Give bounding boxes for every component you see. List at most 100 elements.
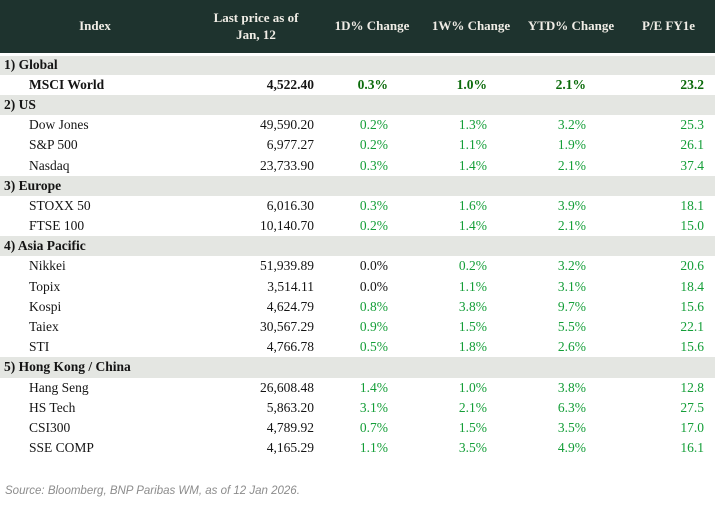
index-name: FTSE 100: [29, 218, 85, 234]
index-name: MSCI World: [29, 76, 105, 92]
pe-fy1e-value: 15.0: [680, 218, 704, 234]
pe-fy1e-value: 12.8: [680, 379, 704, 395]
w1-change-value: 2.1%: [458, 399, 487, 415]
d1-change-value: 3.1%: [359, 399, 388, 415]
d1-change-value: 0.0%: [359, 258, 388, 274]
ytd-change-value: 2.1%: [557, 157, 586, 173]
last-price-value: 4,789.92: [266, 419, 314, 435]
ytd-change-value: 2.1%: [557, 218, 586, 234]
table-row: Kospi 4,624.79 0.8% 3.8% 9.7% 15.6: [0, 297, 715, 317]
w1-change-value: 1.4%: [458, 218, 487, 234]
column-header-index: Index: [0, 0, 190, 56]
header-row: Index Last price as of Jan, 12 1D% Chang…: [0, 0, 715, 56]
section-row: 4) Asia Pacific: [0, 236, 715, 257]
d1-change-value: 0.5%: [359, 339, 388, 355]
section-row: 2) US: [0, 94, 715, 116]
d1-change-value: 0.3%: [357, 76, 388, 92]
d1-change-value: 1.4%: [359, 379, 388, 395]
pe-fy1e-value: 17.0: [680, 419, 704, 435]
last-price-value: 30,567.29: [260, 319, 314, 335]
w1-change-value: 1.4%: [458, 157, 487, 173]
last-price-value: 6,977.27: [266, 137, 314, 153]
ytd-change-value: 5.5%: [557, 319, 586, 335]
w1-change-value: 1.3%: [458, 117, 487, 133]
d1-change-value: 0.2%: [359, 117, 388, 133]
w1-change-value: 1.0%: [456, 76, 487, 92]
last-price-value: 23,733.90: [260, 157, 314, 173]
d1-change-value: 0.3%: [359, 157, 388, 173]
pe-fy1e-value: 37.4: [680, 157, 704, 173]
ytd-change-value: 1.9%: [557, 137, 586, 153]
w1-change-value: 1.5%: [458, 419, 487, 435]
ytd-change-value: 3.8%: [557, 379, 586, 395]
pe-fy1e-value: 18.1: [680, 197, 704, 213]
table-row: CSI300 4,789.92 0.7% 1.5% 3.5% 17.0: [0, 418, 715, 438]
d1-change-value: 1.1%: [359, 440, 388, 456]
ytd-change-value: 2.1%: [555, 76, 586, 92]
d1-change-value: 0.8%: [359, 298, 388, 314]
table-row: Nikkei 51,939.89 0.0% 0.2% 3.2% 20.6: [0, 256, 715, 276]
pe-fy1e-value: 26.1: [680, 137, 704, 153]
table-row: STOXX 50 6,016.30 0.3% 1.6% 3.9% 18.1: [0, 196, 715, 216]
column-header-ytd-change: YTD% Change: [520, 0, 622, 56]
w1-change-value: 1.1%: [458, 137, 487, 153]
table-header: Index Last price as of Jan, 12 1D% Chang…: [0, 0, 715, 56]
last-price-value: 49,590.20: [260, 117, 314, 133]
pe-fy1e-value: 15.6: [680, 339, 704, 355]
table-row: Topix 3,514.11 0.0% 1.1% 3.1% 18.4: [0, 277, 715, 297]
table-row: HS Tech 5,863.20 3.1% 2.1% 6.3% 27.5: [0, 398, 715, 418]
index-name: Nikkei: [29, 258, 66, 274]
section-label: 4) Asia Pacific: [0, 236, 715, 257]
index-name: Hang Seng: [29, 379, 89, 395]
table-row: S&P 500 6,977.27 0.2% 1.1% 1.9% 26.1: [0, 135, 715, 155]
table-row: SSE COMP 4,165.29 1.1% 3.5% 4.9% 16.1: [0, 438, 715, 458]
index-name: Kospi: [29, 298, 62, 314]
d1-change-value: 0.0%: [359, 278, 388, 294]
w1-change-value: 1.5%: [458, 319, 487, 335]
ytd-change-value: 4.9%: [557, 440, 586, 456]
table-row: Dow Jones 49,590.20 0.2% 1.3% 3.2% 25.3: [0, 115, 715, 135]
last-price-value: 4,522.40: [266, 76, 314, 92]
d1-change-value: 0.7%: [359, 419, 388, 435]
index-name: SSE COMP: [29, 440, 94, 456]
pe-fy1e-value: 23.2: [680, 76, 704, 92]
section-label: 2) US: [0, 94, 715, 116]
section-label: 1) Global: [0, 54, 715, 75]
table-row: FTSE 100 10,140.70 0.2% 1.4% 2.1% 15.0: [0, 216, 715, 236]
ytd-change-value: 6.3%: [557, 399, 586, 415]
pe-fy1e-value: 18.4: [680, 278, 704, 294]
table-row: Hang Seng 26,608.48 1.4% 1.0% 3.8% 12.8: [0, 378, 715, 398]
ytd-change-value: 3.5%: [557, 419, 586, 435]
pe-fy1e-value: 20.6: [680, 258, 704, 274]
index-name: Taiex: [29, 319, 59, 335]
index-name: Nasdaq: [29, 157, 70, 173]
index-name: HS Tech: [29, 399, 76, 415]
table-row: Nasdaq 23,733.90 0.3% 1.4% 2.1% 37.4: [0, 155, 715, 175]
ytd-change-value: 3.2%: [557, 117, 586, 133]
source-note: Source: Bloomberg, BNP Paribas WM, as of…: [5, 485, 300, 497]
index-name: STI: [29, 339, 50, 355]
index-name: Topix: [29, 278, 61, 294]
d1-change-value: 0.2%: [359, 218, 388, 234]
last-price-value: 3,514.11: [267, 278, 314, 294]
column-header-last-price: Last price as of Jan, 12: [190, 0, 322, 56]
index-name: S&P 500: [29, 137, 78, 153]
section-label: 3) Europe: [0, 175, 715, 196]
w1-change-value: 3.8%: [458, 298, 487, 314]
index-table-body: 1) Global MSCI World 4,522.40 0.3% 1.0% 2.1% 2…: [0, 54, 715, 459]
last-price-value: 10,140.70: [260, 218, 314, 234]
ytd-change-value: 3.9%: [557, 197, 586, 213]
table-row: MSCI World 4,522.40 0.3% 1.0% 2.1% 23.2: [0, 75, 715, 95]
section-row: 1) Global: [0, 54, 715, 75]
table-row: Taiex 30,567.29 0.9% 1.5% 5.5% 22.1: [0, 317, 715, 337]
w1-change-value: 0.2%: [458, 258, 487, 274]
last-price-value: 4,766.78: [266, 339, 314, 355]
w1-change-value: 1.6%: [458, 197, 487, 213]
last-price-value: 4,624.79: [266, 298, 314, 314]
index-name: Dow Jones: [29, 117, 89, 133]
last-price-value: 6,016.30: [266, 197, 314, 213]
d1-change-value: 0.3%: [359, 197, 388, 213]
last-price-value: 51,939.89: [260, 258, 314, 274]
index-name: CSI300: [29, 419, 71, 435]
